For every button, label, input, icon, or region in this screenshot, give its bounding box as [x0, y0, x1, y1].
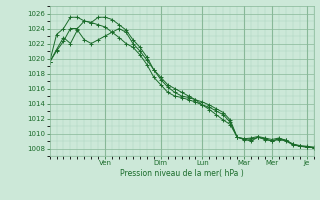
X-axis label: Pression niveau de la mer( hPa ): Pression niveau de la mer( hPa ) [120, 169, 244, 178]
